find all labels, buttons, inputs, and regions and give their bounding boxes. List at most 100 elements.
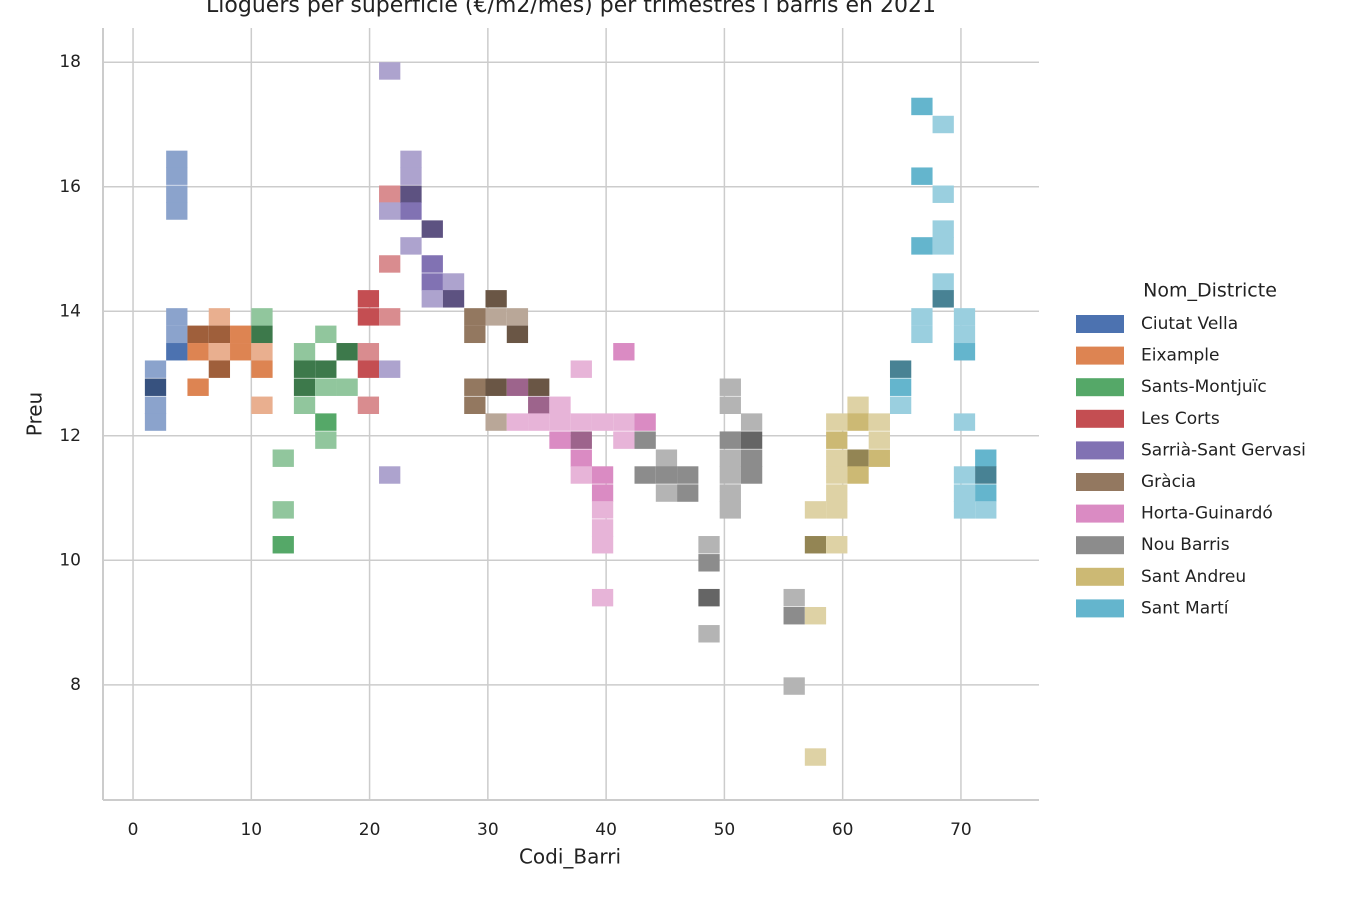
hist-cell — [655, 466, 678, 484]
hist-cell — [932, 237, 954, 255]
hist-cell — [421, 220, 443, 238]
hist-cell — [804, 607, 827, 625]
hist-cell — [868, 413, 890, 431]
hist-cell — [591, 519, 614, 537]
legend-swatch — [1076, 315, 1124, 333]
hist-cell — [230, 325, 252, 344]
hist-cell — [740, 466, 763, 484]
hist-cell — [144, 413, 167, 431]
hist-cell — [464, 378, 486, 396]
hist-cell — [953, 484, 976, 502]
hist-cell — [953, 466, 976, 484]
legend-label: Sarrià-Sant Gervasi — [1141, 440, 1306, 460]
hist-cell — [698, 554, 720, 572]
legend-label: Sant Martí — [1141, 598, 1230, 618]
hist-cell — [655, 484, 678, 502]
hist-cell — [166, 325, 188, 344]
hist-cell — [613, 343, 635, 361]
hist-cell — [144, 360, 167, 378]
x-tick-label: 10 — [240, 820, 262, 840]
hist-cell — [293, 360, 316, 378]
hist-cell — [591, 501, 614, 519]
hist-cell — [166, 167, 188, 185]
hist-cell — [570, 360, 592, 378]
legend-label: Gràcia — [1141, 472, 1196, 492]
hist-cell — [677, 466, 699, 484]
hist-cell — [783, 677, 805, 695]
hist-cell — [315, 360, 337, 378]
legend-swatch — [1076, 599, 1124, 618]
hist-cell — [251, 308, 273, 326]
hist-cell — [975, 484, 997, 502]
hist-cell — [698, 536, 720, 554]
hist-cell — [357, 290, 380, 308]
legend-swatch — [1076, 473, 1124, 491]
hist-cell — [315, 413, 337, 431]
hist-cell — [889, 396, 912, 414]
hist-cell — [506, 308, 529, 326]
hist-cell — [485, 308, 507, 326]
hist-cell — [442, 273, 465, 291]
hist-cell — [698, 625, 720, 643]
hist-cell — [847, 449, 869, 467]
hist-cell — [826, 536, 848, 554]
hist-cell — [315, 378, 337, 396]
hist-cell — [740, 449, 763, 467]
hist-cell — [315, 431, 337, 449]
y-tick-label: 18 — [59, 52, 81, 72]
hist-cell — [506, 378, 529, 396]
hist-cell — [953, 325, 976, 344]
x-tick-label: 40 — [595, 820, 617, 840]
hist-cell — [570, 466, 592, 484]
hist-cell — [889, 378, 912, 396]
hist-cell — [911, 167, 933, 185]
hist-cell — [826, 484, 848, 502]
hist-cell — [379, 308, 401, 326]
hist-cell — [166, 185, 188, 203]
hist-cell — [144, 378, 167, 396]
hist-cell — [293, 378, 316, 396]
hist-cell — [975, 466, 997, 484]
hist-cell — [634, 431, 656, 449]
legend-label: Eixample — [1141, 346, 1219, 366]
hist-cell — [613, 413, 635, 431]
hist-cell — [975, 449, 997, 467]
hist-cell — [868, 431, 890, 449]
hist-cell — [953, 343, 976, 361]
y-axis-label: Preu — [23, 392, 47, 436]
legend-swatch — [1076, 504, 1124, 523]
hist-cell — [549, 396, 571, 414]
hist-cell — [868, 449, 890, 467]
y-tick-label: 8 — [70, 675, 81, 695]
hist-cell — [442, 290, 465, 308]
hist-cell — [166, 150, 188, 169]
hist-cell — [719, 396, 741, 414]
hist-cell — [528, 378, 550, 396]
hist-cell — [208, 343, 231, 361]
hist-cell — [591, 466, 614, 484]
hist-cell — [677, 484, 699, 502]
y-tick-label: 16 — [59, 177, 81, 197]
hist-cell — [272, 501, 294, 519]
chart-title: Lloguers per superfície (€/m2/mes) per t… — [206, 0, 936, 18]
hist-cell — [911, 325, 933, 344]
hist-cell — [379, 466, 401, 484]
legend-swatch — [1076, 567, 1124, 586]
hist-cell — [932, 273, 954, 291]
hist-cell — [591, 588, 614, 607]
hist-cell — [357, 396, 380, 414]
x-tick-label: 50 — [714, 820, 736, 840]
legend-swatch — [1076, 409, 1124, 428]
hist-cell — [187, 343, 209, 361]
x-tick-label: 60 — [832, 820, 854, 840]
hist-cell — [379, 185, 401, 203]
hist-cell — [379, 255, 401, 273]
hist-cell — [464, 396, 486, 414]
hist-cell — [591, 484, 614, 502]
hist-cell — [847, 396, 869, 414]
legend-swatch — [1076, 378, 1124, 397]
hist-cell — [719, 484, 741, 502]
hist-cell — [591, 413, 614, 431]
hist-cell — [379, 202, 401, 220]
